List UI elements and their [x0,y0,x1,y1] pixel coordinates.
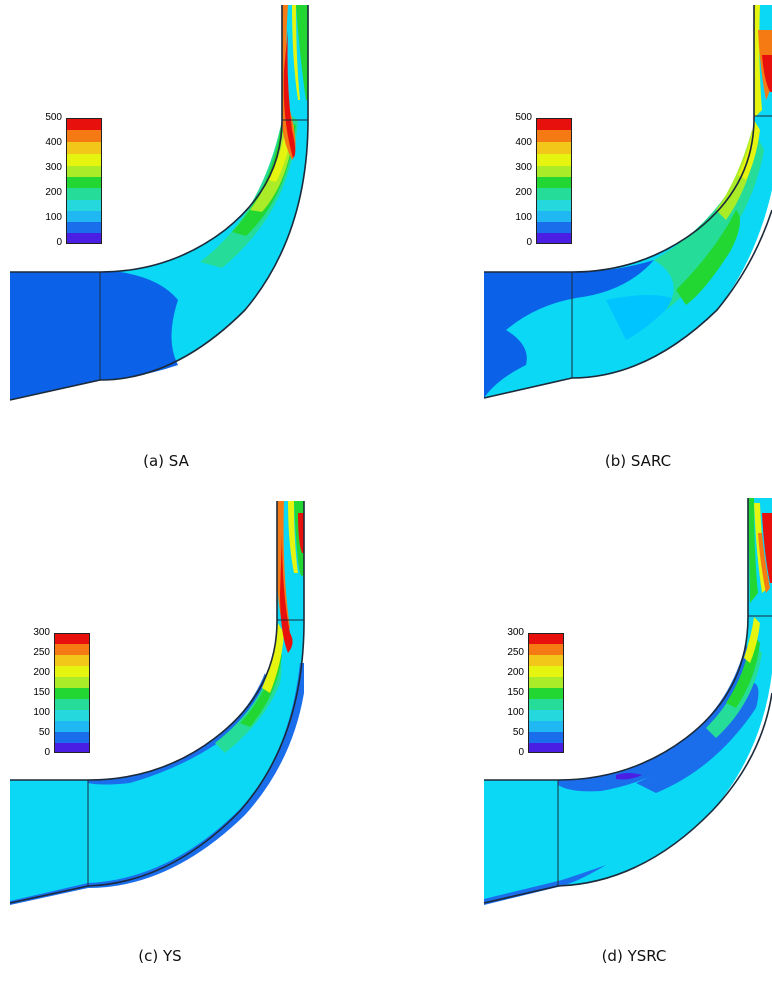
outer-wall [483,692,772,904]
colorbar [528,633,564,753]
legend-tick: 500 [45,112,62,123]
legend-tick: 50 [38,727,50,738]
legend-tick: 300 [33,627,50,638]
riser-band-red [280,533,293,653]
legend-tick: 150 [33,687,50,698]
inner-wall [10,5,283,273]
legend-tick: 0 [526,237,532,248]
band-green2 [676,210,740,305]
legend-tick: 0 [518,747,524,758]
panel-sa: 500 400 300 200 100 0 (a) SA [0,0,386,493]
outer-wall [9,5,309,401]
legend-tick: 150 [507,687,524,698]
legend-tick: 250 [507,647,524,658]
domain-fill [484,498,772,903]
legend-tick: 200 [515,187,532,198]
legend-tick: 100 [507,707,524,718]
panel-ys: 300 250 200 150 100 50 0 (c) YS [0,493,386,986]
legend-tick: 200 [33,667,50,678]
band-yellow [744,617,760,663]
legend-tick: 400 [45,137,62,148]
contour-plot-ysrc [483,498,772,905]
panel-sarc: 500 400 300 200 100 0 (b) SARC [386,0,772,493]
contour-plot-sarc [483,5,772,399]
colorbar [536,118,572,244]
riser-band-yellow [754,5,762,118]
legend-tick: 50 [512,727,524,738]
low-value-region [484,260,654,398]
wall-layer-top [88,673,267,785]
contour-plot-sa [9,5,309,401]
outer-wall [483,209,772,399]
low-value-region [10,272,178,400]
riser-band-red [283,30,296,158]
domain-fill [10,501,304,903]
outer-wall [9,501,305,904]
riser-band-yellow [292,5,300,100]
riser-band-green [296,5,308,100]
legend-tick: 500 [515,112,532,123]
caption-b: (b) SARC [604,452,672,470]
legend-tick: 300 [45,162,62,173]
inner-wall [10,501,278,781]
band-yellow [738,120,760,180]
colorbar [54,633,90,753]
legend-tick: 200 [45,187,62,198]
low-spot [616,773,642,780]
riser-band-green [748,498,758,603]
legend-tick: 0 [56,237,62,248]
legend-tick: 400 [515,137,532,148]
riser-band-orange [282,5,296,160]
legend-tick: 300 [507,627,524,638]
riser-band-red [762,55,772,92]
contour-plot-ys [9,501,305,905]
legend-tick: 0 [44,747,50,758]
legend-tick: 100 [515,212,532,223]
wall-layer-bottom [484,865,606,905]
riser-band-red2 [298,513,304,553]
legend-tick: 100 [33,707,50,718]
wall-layer-top [558,643,750,792]
legend-tick: 200 [507,667,524,678]
caption-d: (d) YSRC [601,947,667,965]
riser-band-yellow [288,501,298,573]
riser-band-orange [758,533,770,593]
caption-c: (c) YS [138,947,182,965]
mid-region [606,295,676,340]
riser-band-red [762,513,772,583]
legend-tick: 100 [45,212,62,223]
colorbar [66,118,102,244]
legend-tick: 250 [33,647,50,658]
panel-ysrc: 300 250 200 150 100 50 0 (d) YSRC [386,493,772,986]
caption-a: (a) SA [143,452,189,470]
legend-tick: 300 [515,162,532,173]
inner-wall [484,5,755,273]
inner-wall [484,498,749,781]
